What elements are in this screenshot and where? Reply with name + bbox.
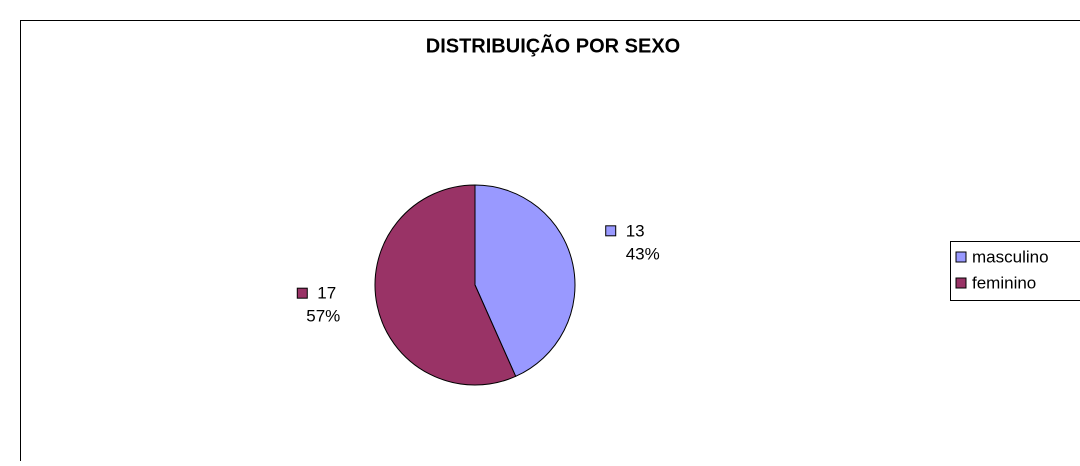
data-label: 17 [317,284,336,303]
chart-title: DISTRIBUIÇÃO POR SEXO [426,34,680,57]
label-swatch [297,288,307,298]
legend-swatch [956,278,966,288]
percent-label: 43% [626,244,660,263]
legend-swatch [956,252,966,262]
legend-label: masculino [972,247,1049,266]
legend-label: feminino [972,273,1036,292]
percent-label: 57% [306,307,340,326]
data-label: 13 [626,221,645,240]
label-swatch [606,226,616,236]
